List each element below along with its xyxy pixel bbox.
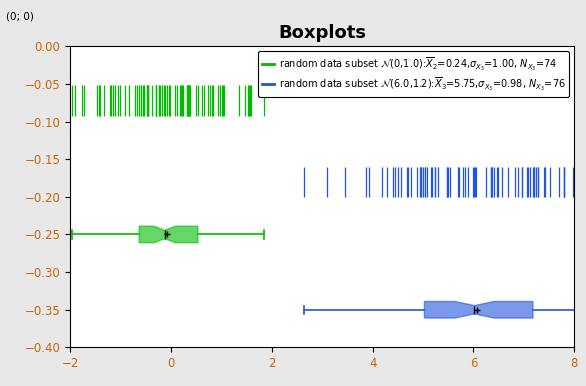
PathPatch shape [424, 301, 533, 318]
PathPatch shape [139, 226, 198, 243]
Text: (0; 0): (0; 0) [6, 12, 34, 22]
Legend: random data subset $\mathcal{N}$(0,1.0):$\overline{X}_2$=0.24,$\sigma_{X_3}$=1.0: random data subset $\mathcal{N}$(0,1.0):… [258, 51, 570, 97]
Title: Boxplots: Boxplots [278, 24, 366, 42]
